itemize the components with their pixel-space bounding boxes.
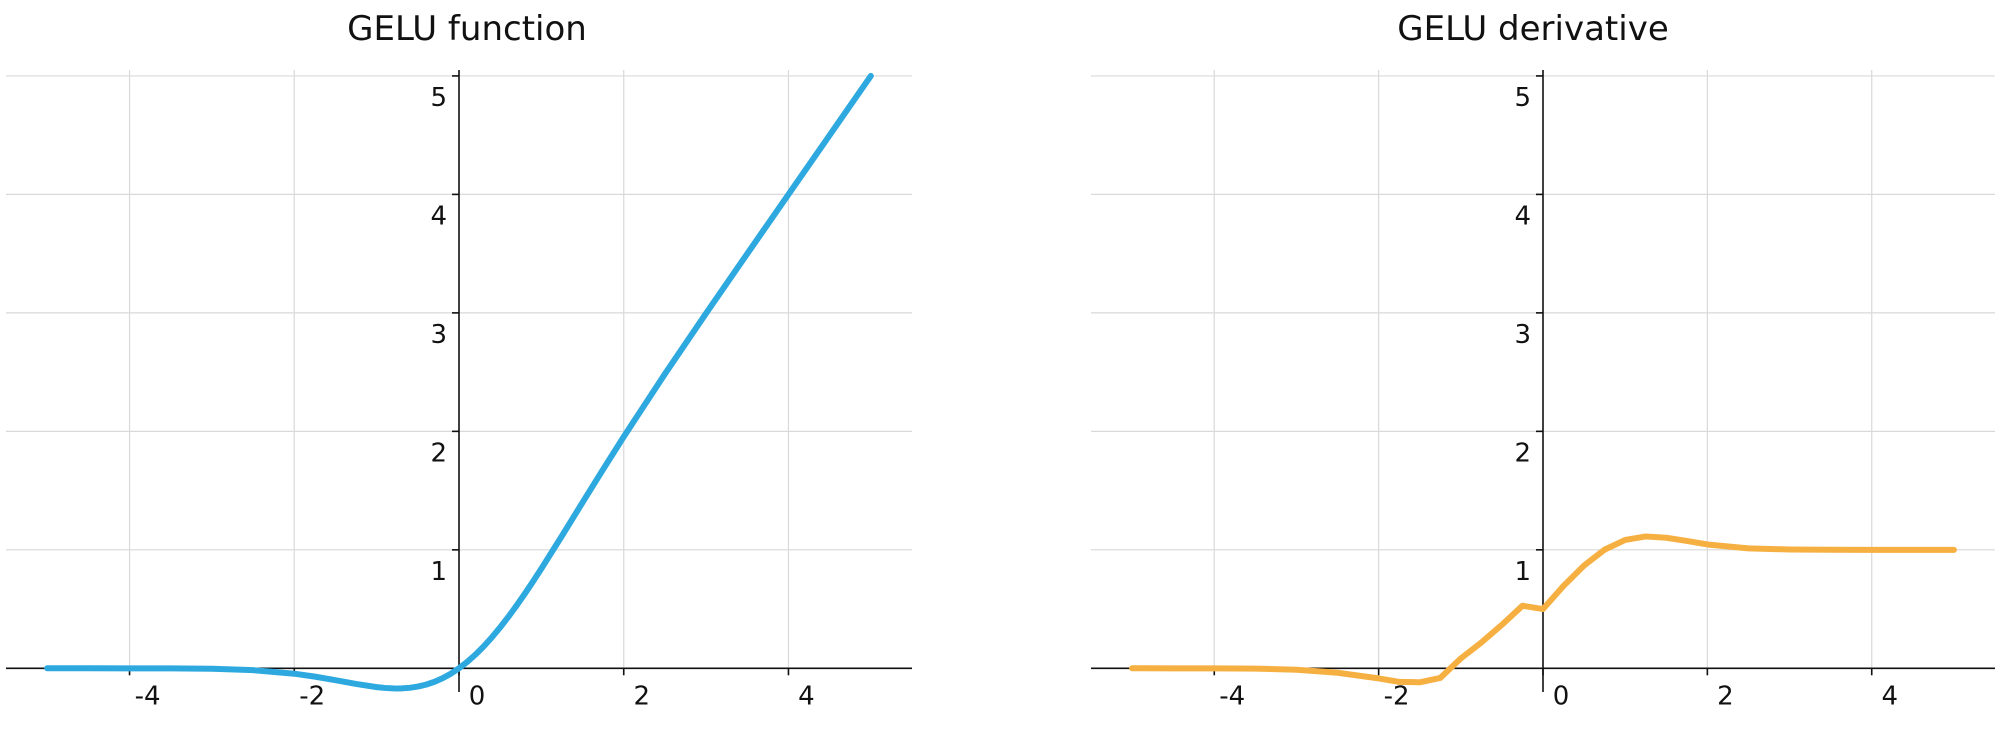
gelu-derivative-chart: GELU derivative 1 2 3 4 5 -4 -2 0 2 4 bbox=[1091, 9, 1995, 711]
chart-title: GELU function bbox=[347, 9, 587, 49]
y-tick-label: 1 bbox=[430, 557, 447, 587]
series bbox=[1129, 533, 1957, 686]
y-tick-label: 3 bbox=[430, 320, 447, 350]
x-tick-label: 4 bbox=[798, 681, 815, 711]
x-tick-label: 2 bbox=[633, 681, 650, 711]
x-tick-label: -4 bbox=[1219, 681, 1245, 711]
axes bbox=[6, 70, 912, 692]
y-tick-label: 4 bbox=[430, 201, 447, 231]
y-tick-label: 2 bbox=[1514, 438, 1531, 468]
tick-labels: 1 2 3 4 5 -4 -2 0 2 4 bbox=[135, 83, 815, 711]
series-line bbox=[44, 72, 874, 692]
y-tick-label: 5 bbox=[430, 83, 447, 113]
x-tick-label: 0 bbox=[469, 681, 486, 711]
tick-labels: 1 2 3 4 5 -4 -2 0 2 4 bbox=[1219, 83, 1898, 711]
y-tick-label: 2 bbox=[430, 438, 447, 468]
y-tick-label: 1 bbox=[1514, 557, 1531, 587]
series-line bbox=[1129, 533, 1957, 686]
x-tick-label: 2 bbox=[1717, 681, 1734, 711]
x-tick-label: -4 bbox=[135, 681, 161, 711]
x-tick-label: 4 bbox=[1881, 681, 1898, 711]
series bbox=[44, 72, 874, 692]
chart-title: GELU derivative bbox=[1397, 9, 1668, 49]
y-tick-label: 5 bbox=[1514, 83, 1531, 113]
x-tick-label: 0 bbox=[1553, 681, 1570, 711]
x-tick-label: -2 bbox=[1384, 681, 1410, 711]
x-tick-label: -2 bbox=[299, 681, 325, 711]
y-tick-label: 4 bbox=[1514, 201, 1531, 231]
axes bbox=[1091, 70, 1995, 692]
gelu-function-chart: GELU function 1 2 3 4 5 -4 -2 0 2 4 bbox=[6, 9, 912, 711]
y-tick-label: 3 bbox=[1514, 320, 1531, 350]
